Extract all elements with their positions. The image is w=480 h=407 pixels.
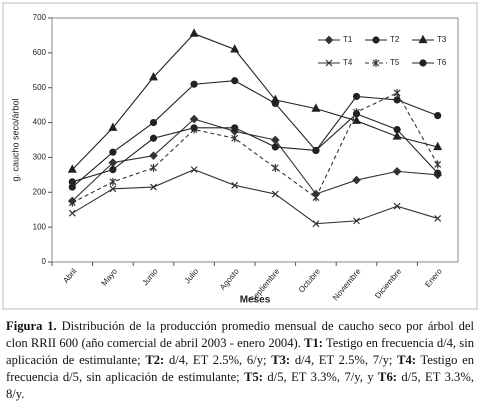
- marker: [109, 148, 117, 156]
- caption-text: d/5, ET 3.3%, 8/y.: [6, 370, 474, 401]
- y-tick-label: 300: [33, 153, 47, 162]
- legend-label: T3: [437, 35, 447, 44]
- marker: [190, 80, 198, 88]
- legend-marker: [372, 36, 380, 44]
- marker: [149, 151, 158, 161]
- marker: [434, 215, 442, 222]
- chart: g. caucho seco/árbol Meses 0 100 200 300 400…: [2, 2, 478, 310]
- marker: [433, 141, 443, 151]
- y-tick-label: 400: [33, 118, 47, 127]
- marker: [312, 193, 320, 202]
- caption-text: RRII 600: [30, 336, 79, 350]
- series-line: [71, 118, 438, 202]
- marker: [189, 114, 199, 124]
- caption-text: Testigo en frecuencia d/5, sin aplicació…: [6, 353, 474, 384]
- caption-bold: Figura 1.: [6, 319, 57, 333]
- marker: [352, 175, 361, 185]
- caption-bold: T3:: [271, 353, 291, 367]
- marker: [392, 167, 402, 176]
- caption-bold: T4:: [397, 353, 416, 367]
- marker: [231, 134, 239, 143]
- marker: [352, 92, 361, 101]
- y-tick-label: 200: [33, 187, 47, 196]
- series-line: [72, 92, 439, 204]
- legend-marker: [419, 59, 427, 67]
- caption-bold: T2:: [145, 353, 165, 367]
- marker: [150, 183, 157, 191]
- legend-label: T6: [437, 58, 447, 67]
- legend-marker: [325, 59, 333, 67]
- marker: [68, 178, 76, 186]
- legend-label: T4: [343, 58, 353, 67]
- y-tick-label: 0: [42, 257, 47, 266]
- marker: [231, 77, 239, 85]
- figure-caption: Figura 1. Distribución de la producción …: [6, 318, 474, 403]
- marker: [353, 217, 360, 225]
- caption-text: d/5, ET 3.3%, 7/y, y: [263, 370, 379, 384]
- marker: [392, 131, 402, 140]
- marker: [312, 146, 320, 155]
- marker: [68, 209, 76, 217]
- marker: [271, 190, 279, 198]
- series-line: [71, 33, 438, 171]
- marker: [434, 111, 442, 120]
- marker: [150, 163, 157, 172]
- marker: [109, 166, 117, 174]
- x-axis-title: Meses: [240, 295, 271, 306]
- legend-marker: [324, 35, 334, 45]
- caption-text: Distribución de la producción promedio m…: [6, 319, 474, 350]
- caption-bold: T6:: [378, 370, 397, 384]
- caption-text: Testigo en frecuencia d/4, sin aplicació…: [6, 336, 474, 367]
- marker: [270, 94, 280, 104]
- marker: [231, 181, 239, 189]
- marker: [393, 202, 401, 210]
- caption-text: d/4, ET 2.5%, 7/y;: [290, 353, 398, 367]
- marker: [68, 198, 76, 207]
- y-tick-label: 500: [33, 83, 47, 92]
- marker: [393, 125, 401, 134]
- legend-marker: [372, 59, 380, 67]
- marker: [190, 124, 198, 132]
- caption-text: d/4, ET 2.5%, 6/y;: [164, 353, 272, 367]
- marker: [311, 103, 321, 112]
- chart-frame: [2, 2, 478, 310]
- series-line: [72, 113, 439, 183]
- caption-text: (año comercial de abril 2003 - enero 200…: [78, 336, 305, 350]
- legend-label: T5: [390, 58, 400, 67]
- marker: [393, 96, 401, 104]
- series-line: [71, 80, 438, 188]
- marker: [351, 115, 362, 124]
- caption-bold: T5:: [244, 370, 263, 384]
- legend-label: T1: [343, 35, 353, 44]
- marker: [434, 160, 442, 169]
- marker: [190, 166, 198, 174]
- marker: [312, 220, 320, 228]
- y-tick-label: 100: [33, 222, 47, 231]
- marker: [148, 71, 159, 81]
- marker: [230, 44, 240, 53]
- marker: [149, 134, 158, 142]
- marker: [149, 118, 158, 127]
- marker: [352, 110, 361, 118]
- marker: [434, 169, 442, 177]
- legend-label: T2: [390, 35, 400, 44]
- marker: [271, 163, 279, 172]
- marker: [109, 185, 117, 193]
- marker: [109, 177, 117, 186]
- y-tick-label: 600: [33, 48, 47, 57]
- legend-marker: [418, 34, 428, 44]
- marker: [108, 122, 118, 131]
- marker: [271, 143, 279, 151]
- marker: [189, 28, 199, 37]
- y-tick-label: 700: [33, 13, 47, 22]
- marker: [393, 88, 401, 97]
- marker: [67, 164, 77, 173]
- series-line: [72, 169, 438, 225]
- y-axis-title: g. caucho seco/árbol: [10, 98, 20, 181]
- marker: [231, 124, 239, 132]
- caption-bold: T1:: [304, 336, 323, 350]
